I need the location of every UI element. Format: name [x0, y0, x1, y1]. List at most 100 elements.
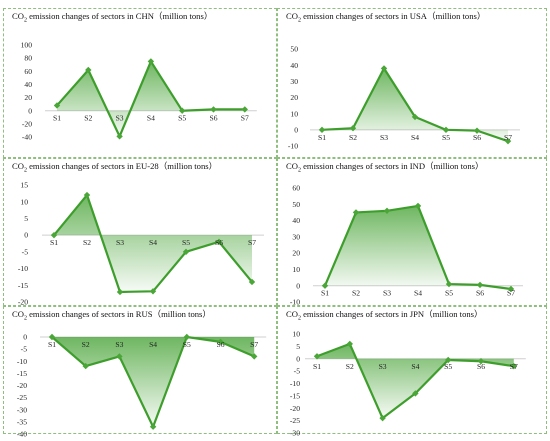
y-tick-label: -5 [22, 247, 29, 256]
y-tick-label: -35 [17, 417, 27, 426]
x-tick-label: S2 [83, 238, 91, 247]
data-point-marker [321, 282, 329, 289]
chart-svg: 60 50 40 30 20 10 0 -10 S1 S2 S3 S4 S5 S6 S7 [290, 184, 523, 307]
panel-jpn: CO2 emission changes of sectors in JPN（m… [277, 306, 547, 438]
title-rest: emission changes of sectors in RUS（milli… [26, 309, 211, 319]
x-tick-label: S3 [116, 238, 124, 247]
x-tick-label: S3 [379, 362, 387, 371]
y-tick-label: -20 [18, 298, 28, 307]
series-area [322, 68, 508, 142]
panel-chn: CO2 emission changes of sectors in CHN（m… [3, 8, 277, 158]
chart-svg: 50 40 30 20 10 0 -10 S1 S2 S3 S4 S5 S6 S7 [288, 45, 520, 151]
x-tick-label: S4 [414, 289, 422, 298]
data-point-marker [445, 280, 453, 288]
title-rest: emission changes of sectors in EU-28（mil… [26, 161, 218, 171]
title-prefix: CO [12, 161, 24, 171]
series-area [52, 337, 255, 427]
x-tick-label: S6 [473, 133, 481, 142]
y-tick-label: 40 [24, 80, 32, 89]
x-tick-label: S1 [321, 289, 329, 298]
x-tick-label: S3 [115, 340, 123, 349]
y-tick-label: -30 [17, 405, 27, 414]
title-prefix: CO [12, 309, 24, 319]
y-tick-label: -5 [294, 367, 301, 376]
y-tick-label: -40 [22, 133, 32, 142]
x-tick-label: S7 [507, 289, 515, 298]
title-prefix: CO [286, 11, 298, 21]
title-rest: emission changes of sectors in JPN（milli… [300, 309, 483, 319]
data-point-marker [248, 278, 256, 286]
y-tick-label: 60 [292, 184, 300, 193]
data-point-marker [414, 202, 422, 210]
chart-title: CO2 emission changes of sectors in CHN（m… [12, 12, 212, 24]
x-tick-label: S5 [445, 289, 453, 298]
x-tick-label: S6 [216, 340, 224, 349]
y-tick-label: -25 [17, 393, 27, 402]
x-tick-label: S3 [383, 289, 391, 298]
chart-title: CO2 emission changes of sectors in RUS（m… [12, 310, 211, 322]
chart-title: CO2 emission changes of sectors in EU-28… [12, 162, 217, 174]
x-tick-label: S1 [313, 362, 321, 371]
y-tick-label: 40 [292, 216, 300, 225]
data-point-marker [182, 248, 190, 256]
data-point-marker [476, 281, 484, 289]
data-point-marker [183, 333, 190, 341]
panel-rus: CO2 emission changes of sectors in RUS（m… [3, 306, 277, 439]
x-tick-label: S7 [241, 114, 249, 123]
y-tick-label: -15 [17, 369, 27, 378]
x-tick-label: S2 [349, 133, 357, 142]
y-tick-label: -20 [290, 404, 300, 413]
data-point-marker [82, 362, 89, 370]
y-tick-label: -30 [290, 429, 300, 438]
x-tick-label: S2 [346, 362, 354, 371]
y-tick-label: 0 [28, 106, 32, 115]
data-point-marker [507, 285, 515, 293]
title-subscript: 2 [297, 17, 301, 24]
series-area [54, 195, 252, 292]
y-tick-label: 10 [292, 330, 300, 339]
title-subscript: 2 [23, 315, 27, 322]
y-tick-label: 60 [24, 67, 32, 76]
y-tick-label: -10 [288, 142, 298, 151]
y-tick-label: 20 [24, 93, 32, 102]
y-tick-label: 10 [290, 109, 298, 118]
title-subscript: 2 [297, 167, 301, 174]
y-tick-label: 50 [292, 200, 300, 209]
x-tick-label: S3 [380, 133, 388, 142]
data-point-marker [346, 340, 353, 348]
data-point-marker [504, 137, 512, 145]
y-tick-label: -10 [290, 298, 300, 307]
chart-svg: 15 10 5 0 -5 -10 -15 -20 S1 S2 S3 S4 S5 S6 S7 [18, 181, 264, 307]
data-point-marker [442, 126, 450, 134]
x-tick-label: S2 [352, 289, 360, 298]
data-point-marker [217, 338, 224, 346]
y-tick-label: 15 [20, 181, 28, 190]
x-tick-label: S5 [183, 340, 191, 349]
data-point-marker [411, 113, 419, 121]
x-tick-label: S5 [178, 114, 186, 123]
y-tick-label: -20 [17, 381, 27, 390]
x-tick-label: S6 [209, 114, 217, 123]
data-point-marker [116, 288, 124, 296]
y-tick-label: 50 [290, 45, 298, 54]
data-point-marker [215, 238, 223, 246]
data-point-marker [85, 66, 92, 74]
x-tick-label: S5 [182, 238, 190, 247]
x-tick-label: S7 [248, 238, 256, 247]
panel-usa: CO2 emission changes of sectors in USA（m… [277, 8, 547, 158]
data-point-marker [147, 58, 155, 65]
data-point-marker [251, 353, 258, 360]
x-tick-label: S3 [116, 114, 124, 123]
data-point-marker [116, 353, 123, 360]
data-point-marker [473, 127, 481, 134]
y-tick-label: 30 [290, 77, 298, 86]
data-point-marker [179, 107, 186, 114]
y-tick-label: 0 [294, 125, 298, 134]
x-tick-label: S7 [504, 133, 512, 142]
chart-title: CO2 emission changes of sectors in USA（m… [286, 12, 485, 24]
data-point-marker [50, 231, 58, 239]
chart-title: CO2 emission changes of sectors in JPN（m… [286, 310, 483, 322]
y-tick-label: 20 [290, 93, 298, 102]
data-point-marker [313, 353, 321, 360]
y-tick-label: 0 [24, 231, 28, 240]
